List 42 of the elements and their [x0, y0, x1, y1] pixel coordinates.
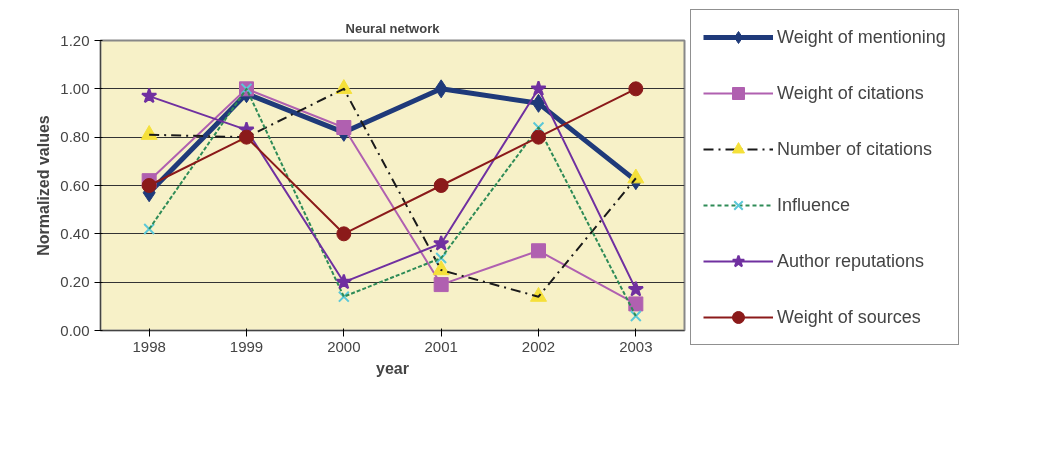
y-tick-label: 0.60	[60, 176, 90, 194]
y-tick-label: 0.20	[60, 273, 90, 291]
y-tick-label: 1.20	[60, 31, 90, 49]
point	[433, 178, 449, 193]
x-tick-label: 2001	[424, 337, 458, 355]
y-tick-label: 1.00	[60, 79, 90, 97]
point	[141, 178, 157, 193]
point	[434, 79, 448, 99]
x-tick-label: 1999	[229, 337, 264, 355]
point	[335, 273, 352, 290]
point	[435, 252, 448, 264]
point	[336, 120, 352, 135]
point	[143, 223, 156, 235]
x-tick-label: 2002	[521, 337, 556, 355]
legend-label: Weight of sources	[777, 306, 921, 328]
legend-label: Author reputations	[777, 250, 925, 272]
point	[433, 277, 449, 293]
legend-label: Influence	[777, 194, 851, 216]
legend-label: Weight of citations	[777, 82, 924, 104]
point	[432, 260, 450, 276]
point	[433, 235, 450, 251]
legend-label: Weight of mentioning	[777, 26, 946, 48]
point	[531, 129, 546, 145]
y-tick-label: 0.00	[60, 321, 90, 339]
point	[530, 80, 547, 96]
legend-label: Number of citations	[777, 138, 933, 160]
point	[629, 310, 642, 322]
point	[141, 87, 158, 104]
chart-title: Neural network	[345, 20, 441, 36]
point	[627, 280, 644, 297]
y-tick-label: 0.40	[60, 224, 90, 242]
x-tick-label: 2003	[619, 337, 653, 355]
x-axis-title: year	[376, 359, 409, 377]
y-tick-label: 0.80	[60, 128, 90, 146]
point	[336, 226, 352, 242]
point	[337, 290, 350, 303]
point	[531, 243, 546, 259]
point	[628, 81, 644, 97]
x-tick-label: 2000	[327, 337, 361, 355]
point	[628, 296, 644, 312]
y-axis-title: Normalized values	[35, 115, 53, 256]
x-tick-label: 1998	[132, 337, 166, 355]
